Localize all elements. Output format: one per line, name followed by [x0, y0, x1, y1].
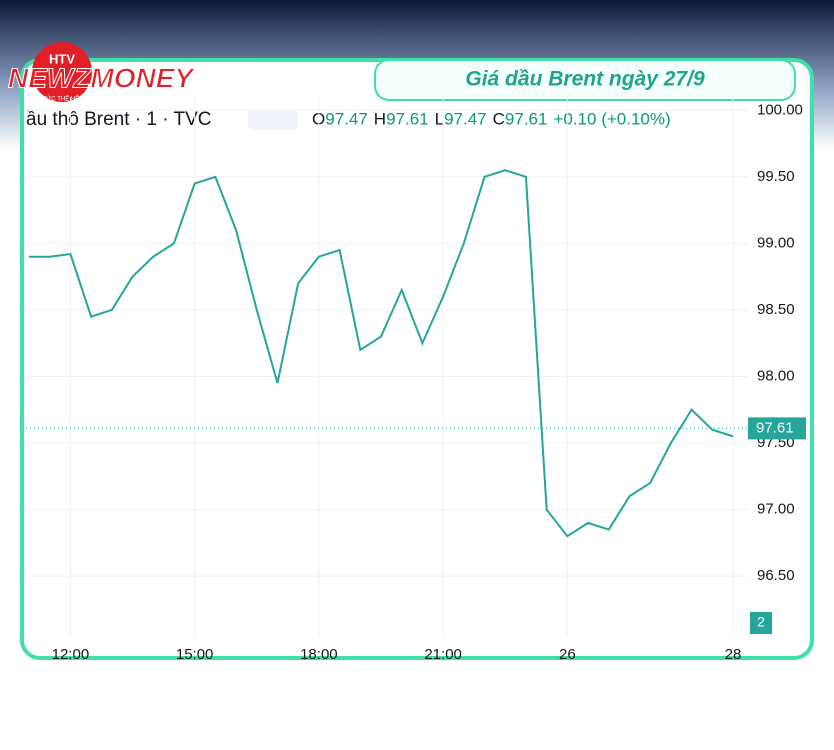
y-tick-label: 97.00: [757, 501, 795, 518]
logo-badge: [32, 42, 92, 102]
y-tick-label: 98.00: [757, 367, 795, 384]
logo-badge-text: HTV: [49, 51, 75, 66]
y-tick-label: 99.50: [757, 168, 795, 185]
title-box: [374, 59, 796, 101]
y-tick-label: 98.50: [757, 301, 795, 318]
change: +0.10 (+0.10%): [553, 109, 670, 128]
x-tick-label: 12:00: [52, 646, 90, 663]
chart-title: Giá dầu Brent ngày 27/9: [465, 68, 705, 91]
volume-tag: [750, 612, 772, 634]
ohlc-value: 97.61: [386, 109, 429, 128]
x-tick-label: 21:00: [424, 646, 462, 663]
ohlc-value: 97.61: [505, 109, 548, 128]
ohlc-value: 97.47: [325, 109, 368, 128]
price-line: [29, 169, 734, 538]
x-tick-label: 18:00: [300, 646, 338, 663]
ohlc-label: H: [374, 109, 386, 128]
ohlc-value: 97.47: [444, 109, 487, 128]
logo: NEWZMONEY: [8, 62, 195, 93]
ohlc-label: L: [435, 109, 444, 128]
y-tick-label: 100.00: [757, 101, 803, 118]
last-price-tag: [748, 417, 806, 440]
y-tick-label: 99.00: [757, 234, 795, 251]
x-tick-label: 26: [559, 646, 576, 663]
x-tick-label: 28: [725, 646, 742, 663]
x-tick-label: 15:00: [176, 646, 214, 663]
indicator-toggle[interactable]: [248, 110, 298, 130]
symbol: ầu thô Brent · 1 · TVC: [26, 109, 212, 130]
last-price-label: 97.61: [756, 419, 794, 436]
chart-frame: [20, 58, 814, 660]
y-tick-label: 96.50: [757, 567, 795, 584]
volume-label: 2: [757, 614, 765, 630]
tagline: TIN TỨC THẾ HỆ MỚI: [31, 95, 93, 103]
ohlc-label: C: [493, 109, 505, 128]
